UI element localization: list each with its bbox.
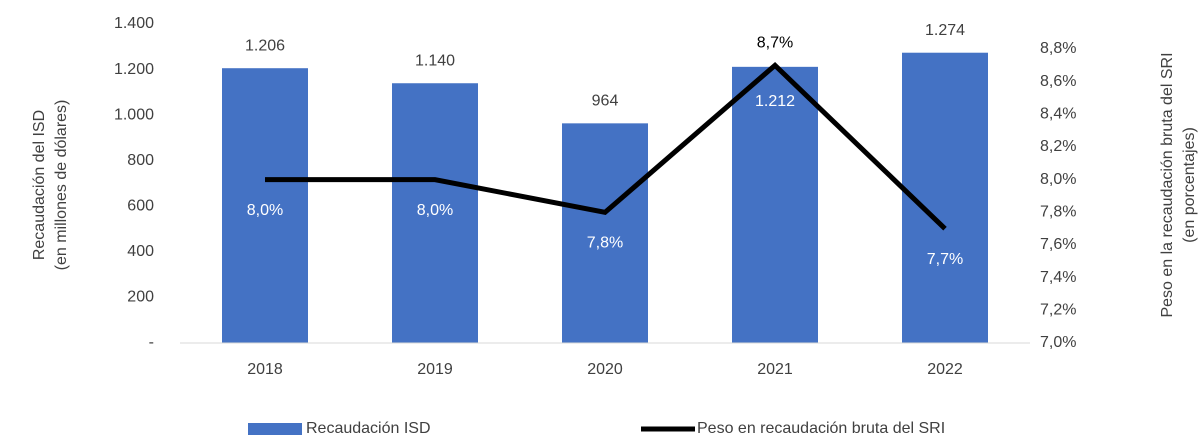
y2-tick-label: 8,6% [1040, 73, 1076, 90]
y2-tick-label: 7,6% [1040, 236, 1076, 253]
x-tick-label: 2019 [417, 361, 453, 378]
y2-tick-label: 8,4% [1040, 106, 1076, 123]
bar [392, 83, 478, 343]
y-tick-label: - [149, 334, 154, 351]
y2-tick-label: 8,0% [1040, 171, 1076, 188]
y-tick-label: 600 [127, 198, 154, 215]
line [265, 61, 947, 231]
line-value-label: 8,0% [247, 202, 283, 219]
y-tick-label: 1.000 [114, 106, 154, 123]
bar [222, 68, 308, 343]
y-tick-label: 200 [127, 289, 154, 306]
y2-tick-label: 7,4% [1040, 269, 1076, 286]
y2-tick-label: 8,2% [1040, 138, 1076, 155]
y-axis-title: (en millones de dólares) [53, 100, 70, 271]
y-axis-title: Recaudación del ISD [31, 110, 48, 260]
line-value-label: 8,7% [757, 35, 793, 52]
y2-axis-title: (en porcentajes) [1181, 127, 1198, 243]
y-tick-label: 1.200 [114, 61, 154, 78]
legend-label: Recaudación ISD [306, 420, 431, 437]
y-tick-label: 800 [127, 152, 154, 169]
y2-tick-label: 7,2% [1040, 302, 1076, 319]
line-value-label: 7,7% [927, 251, 963, 268]
x-tick-label: 2021 [757, 361, 793, 378]
line-value-label: 7,8% [587, 235, 623, 252]
x-tick-label: 2020 [587, 361, 623, 378]
y2-axis-title: Peso en la recaudación bruta del SRI [1159, 52, 1176, 317]
bar-value-label: 1.274 [925, 22, 965, 39]
x-tick-label: 2022 [927, 361, 963, 378]
y2-tick-label: 7,0% [1040, 334, 1076, 351]
y2-tick-label: 7,8% [1040, 204, 1076, 221]
bar-value-label: 1.206 [245, 37, 285, 54]
legend-label: Peso en recaudación bruta del SRI [697, 420, 945, 437]
y2-tick-label: 8,8% [1040, 40, 1076, 57]
line-value-label: 8,0% [417, 202, 453, 219]
bar-value-label: 964 [592, 93, 619, 110]
bar [732, 66, 818, 343]
y-tick-label: 400 [127, 243, 154, 260]
legend-swatch [248, 423, 302, 435]
bar-value-label: 1.140 [415, 52, 455, 69]
x-tick-label: 2018 [247, 361, 283, 378]
y-tick-label: 1.400 [114, 15, 154, 32]
bar [562, 123, 648, 344]
bar-value-label: 1.212 [755, 93, 795, 110]
